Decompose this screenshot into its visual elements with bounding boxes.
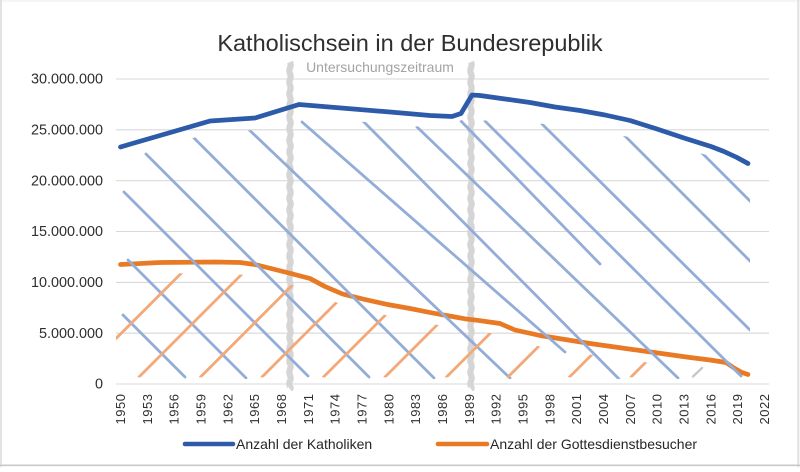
svg-text:1995: 1995 [516, 394, 531, 425]
svg-text:Anzahl der Katholiken: Anzahl der Katholiken [236, 436, 372, 452]
svg-text:1998: 1998 [542, 394, 557, 425]
svg-text:10.000.000: 10.000.000 [31, 275, 103, 291]
svg-text:1977: 1977 [355, 394, 370, 425]
svg-text:2010: 2010 [650, 394, 665, 425]
svg-text:1983: 1983 [408, 394, 423, 425]
svg-text:2022: 2022 [757, 394, 772, 425]
svg-text:30.000.000: 30.000.000 [31, 72, 103, 88]
svg-text:1974: 1974 [328, 394, 343, 425]
svg-text:2007: 2007 [623, 394, 638, 425]
svg-text:1986: 1986 [435, 394, 450, 425]
svg-text:1950: 1950 [113, 394, 128, 425]
svg-text:1980: 1980 [381, 394, 396, 425]
svg-text:2013: 2013 [677, 394, 692, 425]
svg-text:1992: 1992 [489, 394, 504, 425]
svg-text:Untersuchungszeitraum: Untersuchungszeitraum [306, 59, 454, 75]
svg-text:20.000.000: 20.000.000 [31, 173, 103, 189]
svg-text:Anzahl der Gottesdienstbesuche: Anzahl der Gottesdienstbesucher [490, 436, 697, 452]
svg-text:5.000.000: 5.000.000 [39, 326, 103, 342]
svg-text:1965: 1965 [247, 394, 262, 425]
svg-text:1989: 1989 [462, 394, 477, 425]
svg-text:1962: 1962 [220, 394, 235, 425]
svg-text:2004: 2004 [596, 394, 611, 425]
svg-text:2001: 2001 [569, 394, 584, 425]
svg-text:Katholischsein in der Bundesre: Katholischsein in der Bundesrepublik [217, 30, 603, 56]
svg-text:15.000.000: 15.000.000 [31, 224, 103, 240]
svg-text:0: 0 [95, 377, 103, 393]
svg-text:2019: 2019 [730, 394, 745, 425]
svg-text:1971: 1971 [301, 394, 316, 425]
svg-text:1959: 1959 [194, 394, 209, 425]
svg-text:2016: 2016 [703, 394, 718, 425]
svg-text:25.000.000: 25.000.000 [31, 122, 103, 138]
svg-text:1953: 1953 [140, 394, 155, 425]
svg-text:1956: 1956 [167, 394, 182, 425]
svg-text:1968: 1968 [274, 394, 289, 425]
